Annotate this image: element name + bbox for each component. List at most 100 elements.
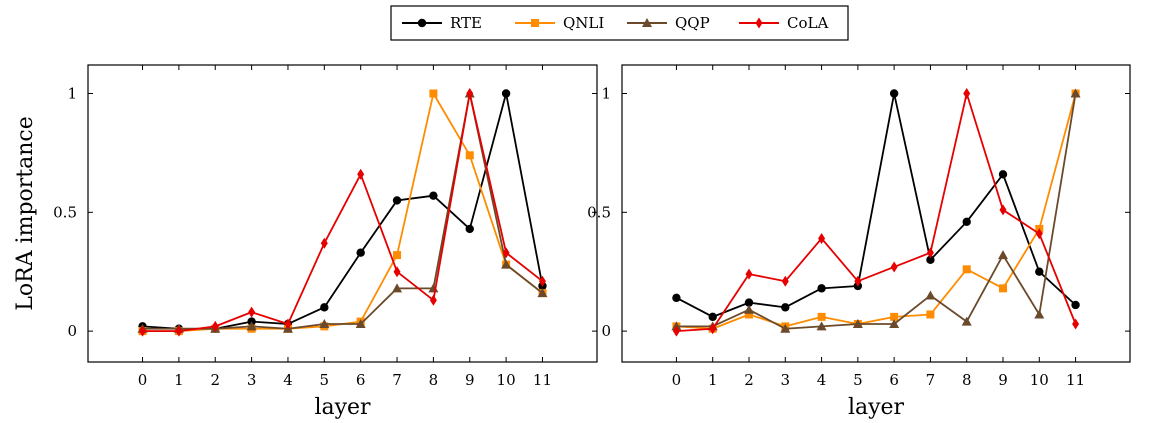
plot-frame [87,64,598,363]
x-tick-label: 2 [744,371,754,389]
x-tick-label: 2 [210,371,220,389]
data-point-qqp [744,304,754,314]
legend: RTE QNLI QQP CoLA [390,5,849,41]
y-tick-label: 1 [67,85,77,103]
x-tick-label: 4 [817,371,827,389]
x-tick-label: 8 [429,371,439,389]
data-point-cola [357,168,365,180]
data-point-rte [781,303,790,312]
legend-marker-qnli [531,19,539,27]
data-point-rte [320,303,329,312]
data-point-qnli [745,310,753,319]
legend-label-qnli: QNLI [563,14,604,32]
data-point-rte [465,224,474,234]
data-point-rte [708,312,717,322]
series-rte [138,89,547,333]
data-point-cola [211,320,219,332]
y-axis-label: LoRA importance [13,116,38,311]
data-point-qnli [926,310,935,319]
x-tick-label: 5 [853,371,863,389]
legend-item-qnli: QNLI [515,14,604,32]
data-point-qqp [246,321,257,331]
data-point-qqp [537,288,548,298]
data-point-cola [781,275,789,287]
x-tick-label: 3 [781,371,791,389]
data-point-cola [999,204,1007,216]
data-point-qqp [961,316,972,326]
legend-label-rte: RTE [450,14,482,32]
series-cola [139,88,546,337]
data-point-qqp [355,318,366,328]
series-line-cola [676,92,1077,333]
data-point-qnli [962,265,971,274]
x-tick-label: 8 [962,371,972,389]
x-tick-label: 7 [926,371,936,389]
data-point-cola [854,275,862,287]
series-line-qqp [676,93,1077,330]
x-tick-label: 3 [247,371,257,389]
x-tick-label: 6 [356,371,366,389]
data-point-cola [963,88,971,100]
data-point-cola [429,294,437,306]
legend-item-qqp: QQP [627,14,710,32]
data-point-cola [393,266,401,278]
data-point-rte [429,191,438,200]
data-point-rte [926,255,935,265]
data-point-qnli [817,312,826,321]
data-point-cola [284,318,292,330]
x-tick-label: 6 [889,371,899,389]
data-point-cola [175,325,183,337]
series-qqp [671,88,1081,333]
series-line-qqp [142,92,544,330]
x-tick-label: 11 [1066,371,1085,389]
x-axis-label: layer [314,395,371,420]
data-point-cola [890,261,898,273]
x-tick-label: 1 [174,371,184,389]
x-tick-label: 9 [465,371,475,389]
data-point-qqp [501,259,512,269]
legend-label-qqp: QQP [675,14,710,32]
x-tick-label: 1 [708,371,718,389]
data-point-rte [962,217,971,227]
x-axis-label: layer [848,395,905,420]
data-point-qnli [429,89,438,98]
series-line-rte [142,92,544,330]
data-point-qnli [890,312,899,321]
series-rte [672,89,1080,322]
legend-marker-rte [417,18,427,28]
data-point-qqp [780,323,791,333]
series-qnli [138,89,547,336]
data-point-cola [320,237,328,249]
data-point-cola [709,323,717,335]
data-point-cola [745,268,753,280]
legend-item-rte: RTE [402,14,482,32]
data-point-cola [502,247,510,259]
data-point-qnli [393,251,402,260]
series-cola [672,88,1080,337]
data-point-rte [1035,267,1044,276]
x-tick-label: 10 [497,371,516,389]
y-tick-label: 1 [601,85,611,103]
y-tick-label: 0 [67,322,77,340]
x-tick-label: 10 [1030,371,1049,389]
data-point-qqp [998,250,1008,260]
data-point-rte [817,284,826,293]
series-line-qnli [676,93,1077,330]
legend-item-cola: CoLA [739,14,828,32]
legend-label-cola: CoLA [787,14,828,32]
data-point-rte [356,248,365,257]
series-line-rte [676,92,1077,318]
data-point-cola [818,232,826,244]
data-point-qnli [465,151,474,160]
y-tick-label: 0 [601,322,611,340]
data-point-rte [392,196,402,205]
data-point-rte [744,298,754,307]
data-point-cola [672,325,680,337]
data-point-qqp [392,283,403,293]
x-tick-label: 0 [138,371,148,389]
data-point-cola [538,275,546,287]
data-point-qqp [816,321,827,331]
